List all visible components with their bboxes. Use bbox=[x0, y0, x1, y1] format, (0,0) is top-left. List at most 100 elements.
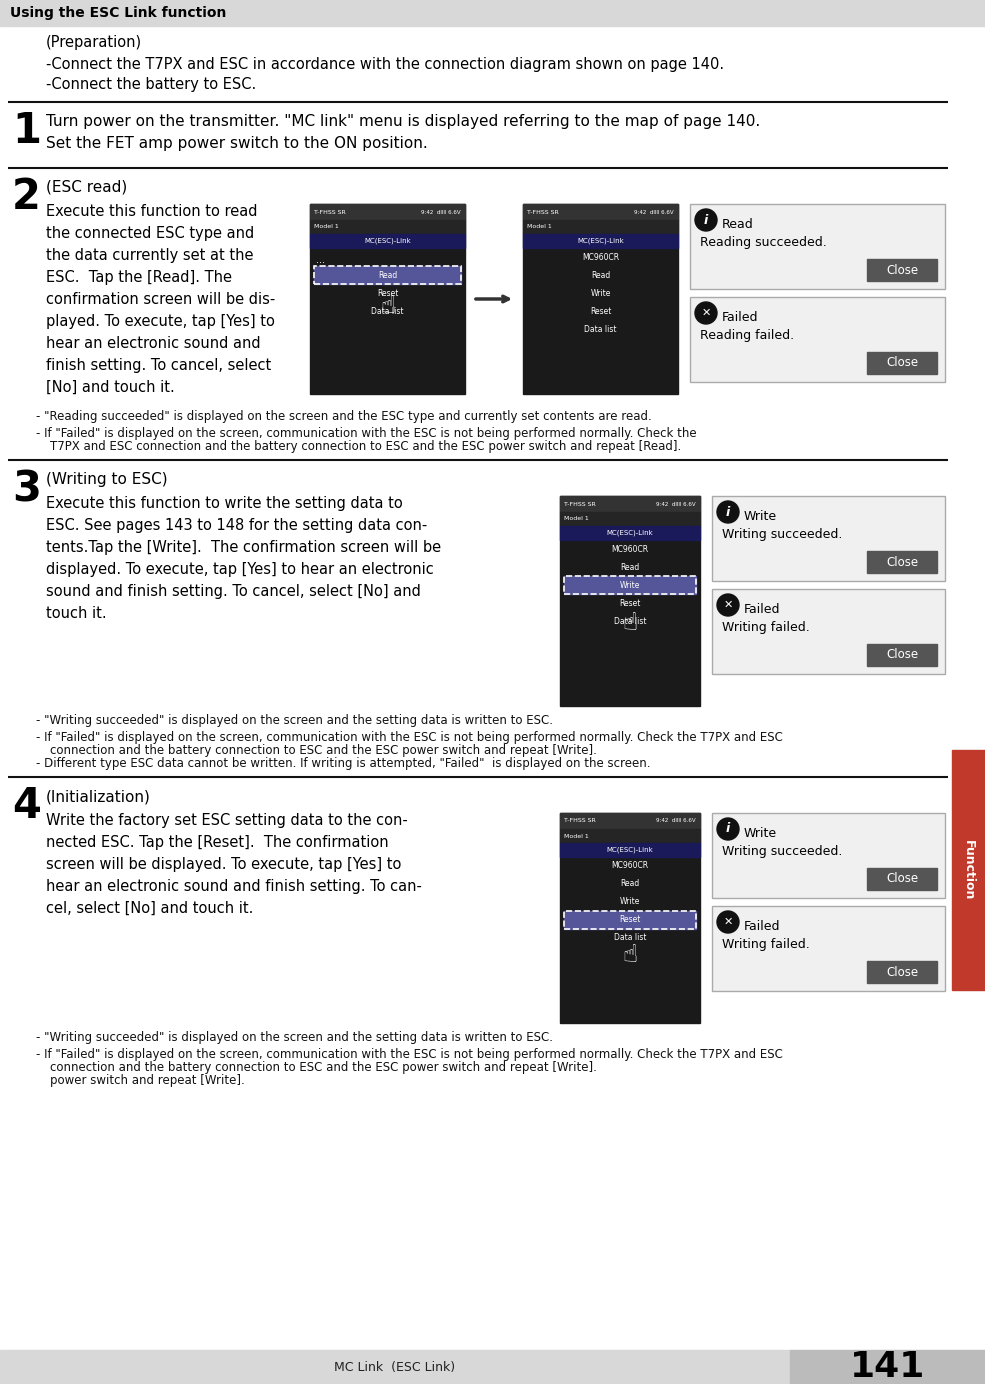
Text: Function: Function bbox=[962, 840, 975, 900]
Bar bbox=[712, 907, 945, 991]
Text: Writing failed.: Writing failed. bbox=[722, 938, 810, 951]
Text: Set the FET amp power switch to the ON position.: Set the FET amp power switch to the ON p… bbox=[46, 136, 427, 151]
Text: ☝: ☝ bbox=[623, 943, 637, 967]
Text: Data list: Data list bbox=[614, 933, 646, 943]
Bar bbox=[310, 203, 465, 220]
Text: MC Link  (ESC Link): MC Link (ESC Link) bbox=[335, 1360, 455, 1373]
Bar bbox=[314, 266, 461, 284]
Text: (ESC read): (ESC read) bbox=[46, 180, 127, 195]
Text: Execute this function to read: Execute this function to read bbox=[46, 203, 257, 219]
Text: 9:42  dllll 6.6V: 9:42 dllll 6.6V bbox=[656, 818, 696, 823]
Text: -Connect the battery to ESC.: -Connect the battery to ESC. bbox=[46, 78, 256, 91]
Text: Write: Write bbox=[590, 288, 611, 298]
Text: Close: Close bbox=[886, 263, 918, 277]
Bar bbox=[560, 526, 700, 540]
Bar bbox=[867, 352, 937, 374]
Text: Data list: Data list bbox=[371, 306, 404, 316]
Text: - "Writing succeeded" is displayed on the screen and the setting data is written: - "Writing succeeded" is displayed on th… bbox=[36, 1031, 553, 1044]
Text: Reset: Reset bbox=[620, 598, 640, 608]
Bar bbox=[0, 1349, 790, 1384]
Text: the data currently set at the: the data currently set at the bbox=[46, 248, 253, 263]
Bar bbox=[560, 812, 700, 1023]
Text: ...: ... bbox=[316, 255, 325, 264]
Text: hear an electronic sound and finish setting. To can-: hear an electronic sound and finish sett… bbox=[46, 879, 422, 894]
Bar bbox=[952, 750, 985, 990]
Text: MC960CR: MC960CR bbox=[612, 861, 648, 871]
Text: -Connect the T7PX and ESC in accordance with the connection diagram shown on pag: -Connect the T7PX and ESC in accordance … bbox=[46, 57, 724, 72]
Text: (Preparation): (Preparation) bbox=[46, 35, 142, 50]
Text: 1: 1 bbox=[12, 109, 41, 152]
Bar bbox=[867, 960, 937, 983]
Text: finish setting. To cancel, select: finish setting. To cancel, select bbox=[46, 358, 271, 374]
Text: Data list: Data list bbox=[614, 616, 646, 626]
Bar bbox=[867, 644, 937, 666]
Text: 2: 2 bbox=[12, 176, 40, 219]
Bar bbox=[314, 266, 461, 284]
Text: ✕: ✕ bbox=[723, 601, 733, 610]
Text: T-FHSS SR: T-FHSS SR bbox=[564, 818, 596, 823]
Bar bbox=[560, 843, 700, 857]
Bar bbox=[867, 551, 937, 573]
Text: nected ESC. Tap the [Reset].  The confirmation: nected ESC. Tap the [Reset]. The confirm… bbox=[46, 835, 389, 850]
Text: tents.Tap the [Write].  The confirmation screen will be: tents.Tap the [Write]. The confirmation … bbox=[46, 540, 441, 555]
Bar bbox=[560, 812, 700, 829]
Text: Read: Read bbox=[591, 270, 610, 280]
Text: hear an electronic sound and: hear an electronic sound and bbox=[46, 336, 261, 352]
Text: MC(ESC)-Link: MC(ESC)-Link bbox=[607, 847, 653, 854]
Text: confirmation screen will be dis-: confirmation screen will be dis- bbox=[46, 292, 275, 307]
Text: Reset: Reset bbox=[377, 288, 398, 298]
Bar bbox=[310, 234, 465, 248]
Bar bbox=[523, 203, 678, 394]
Text: Failed: Failed bbox=[722, 311, 758, 324]
Text: played. To execute, tap [Yes] to: played. To execute, tap [Yes] to bbox=[46, 314, 275, 329]
Text: cel, select [No] and touch it.: cel, select [No] and touch it. bbox=[46, 901, 253, 916]
Text: Reset: Reset bbox=[620, 915, 640, 925]
Text: Model 1: Model 1 bbox=[314, 224, 339, 230]
Text: ☝: ☝ bbox=[380, 293, 395, 318]
Bar bbox=[0, 0, 985, 26]
Text: Execute this function to write the setting data to: Execute this function to write the setti… bbox=[46, 495, 403, 511]
Text: Reading succeeded.: Reading succeeded. bbox=[700, 237, 826, 249]
Text: screen will be displayed. To execute, tap [Yes] to: screen will be displayed. To execute, ta… bbox=[46, 857, 401, 872]
Text: MC960CR: MC960CR bbox=[582, 252, 619, 262]
Bar bbox=[712, 812, 945, 898]
Text: MC960CR: MC960CR bbox=[612, 544, 648, 554]
Bar bbox=[690, 203, 945, 289]
Bar bbox=[523, 203, 678, 220]
Text: - Different type ESC data cannot be written. If writing is attempted, "Failed"  : - Different type ESC data cannot be writ… bbox=[36, 757, 650, 770]
Text: MC(ESC)-Link: MC(ESC)-Link bbox=[607, 530, 653, 536]
Bar bbox=[712, 590, 945, 674]
Bar bbox=[310, 220, 465, 234]
Text: MC(ESC)-Link: MC(ESC)-Link bbox=[364, 238, 411, 244]
Text: sound and finish setting. To cancel, select [No] and: sound and finish setting. To cancel, sel… bbox=[46, 584, 421, 599]
Text: T-FHSS SR: T-FHSS SR bbox=[314, 209, 346, 215]
Text: Write: Write bbox=[744, 509, 777, 523]
Text: 9:42  dllll 6.6V: 9:42 dllll 6.6V bbox=[422, 209, 461, 215]
Bar bbox=[564, 911, 696, 929]
Text: Failed: Failed bbox=[744, 920, 780, 933]
Text: Writing failed.: Writing failed. bbox=[722, 621, 810, 634]
Text: ☝: ☝ bbox=[623, 610, 637, 635]
Text: Read: Read bbox=[621, 562, 639, 572]
Text: Model 1: Model 1 bbox=[527, 224, 552, 230]
Text: Close: Close bbox=[886, 357, 918, 370]
Circle shape bbox=[717, 911, 739, 933]
Text: 9:42  dllll 6.6V: 9:42 dllll 6.6V bbox=[656, 501, 696, 507]
Text: 9:42  dllll 6.6V: 9:42 dllll 6.6V bbox=[634, 209, 674, 215]
Bar bbox=[564, 576, 696, 594]
Text: 3: 3 bbox=[12, 468, 41, 509]
Text: ESC. See pages 143 to 148 for the setting data con-: ESC. See pages 143 to 148 for the settin… bbox=[46, 518, 427, 533]
Text: Turn power on the transmitter. "MC link" menu is displayed referring to the map : Turn power on the transmitter. "MC link"… bbox=[46, 113, 760, 129]
Text: Write: Write bbox=[744, 828, 777, 840]
Text: ESC.  Tap the [Read]. The: ESC. Tap the [Read]. The bbox=[46, 270, 232, 285]
Bar bbox=[560, 829, 700, 843]
Text: T-FHSS SR: T-FHSS SR bbox=[564, 501, 596, 507]
Text: displayed. To execute, tap [Yes] to hear an electronic: displayed. To execute, tap [Yes] to hear… bbox=[46, 562, 433, 577]
Text: power switch and repeat [Write].: power switch and repeat [Write]. bbox=[50, 1074, 244, 1086]
Text: Close: Close bbox=[886, 649, 918, 662]
Text: Write: Write bbox=[620, 897, 640, 907]
Text: Read: Read bbox=[621, 879, 639, 889]
Text: (Writing to ESC): (Writing to ESC) bbox=[46, 472, 167, 487]
Bar bbox=[867, 259, 937, 281]
Text: connection and the battery connection to ESC and the ESC power switch and repeat: connection and the battery connection to… bbox=[50, 745, 597, 757]
